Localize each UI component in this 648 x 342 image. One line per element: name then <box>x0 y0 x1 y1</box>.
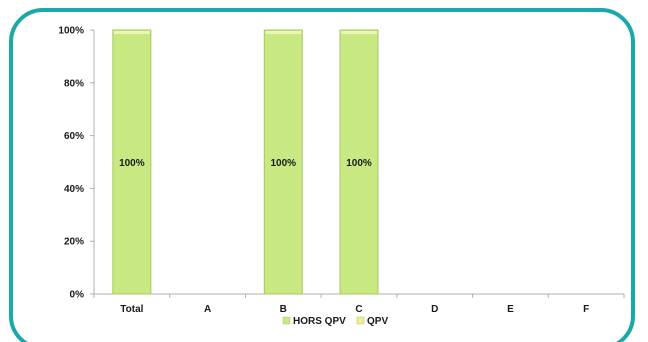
x-tick-label: D <box>431 304 438 315</box>
legend-swatch-qpv <box>356 316 365 325</box>
x-tick-label: F <box>583 304 589 315</box>
bar-total-hors-qpv <box>112 29 152 295</box>
y-tick-label: 80% <box>64 78 84 89</box>
y-tick-label: 20% <box>64 237 84 248</box>
legend-label: HORS QPV <box>293 316 346 327</box>
chart-legend: HORS QPV QPV <box>282 316 388 327</box>
bar-highlight <box>113 31 150 34</box>
x-tick-label: E <box>507 304 514 315</box>
x-tick-label: B <box>280 304 287 315</box>
bar-highlight <box>341 31 377 34</box>
x-tick-label: Total <box>120 304 143 315</box>
x-tick-label: A <box>204 304 211 315</box>
legend-label: QPV <box>367 316 388 327</box>
data-label: 100% <box>119 158 145 169</box>
y-tick-label: 60% <box>64 131 84 142</box>
chart-bars <box>112 29 379 295</box>
x-tick-label: C <box>355 304 362 315</box>
y-tick-label: 0% <box>70 290 85 301</box>
legend-swatch-hors-qpv <box>282 316 291 325</box>
chart-labels: 100% 100% 100% <box>119 158 372 169</box>
bar-c-hors-qpv <box>339 29 379 295</box>
y-tick-label: 100% <box>58 26 84 37</box>
bar-b-hors-qpv <box>263 29 303 295</box>
y-tick-label: 40% <box>64 184 84 195</box>
bar-highlight <box>265 31 302 34</box>
data-label: 100% <box>270 158 296 169</box>
data-label: 100% <box>346 158 372 169</box>
